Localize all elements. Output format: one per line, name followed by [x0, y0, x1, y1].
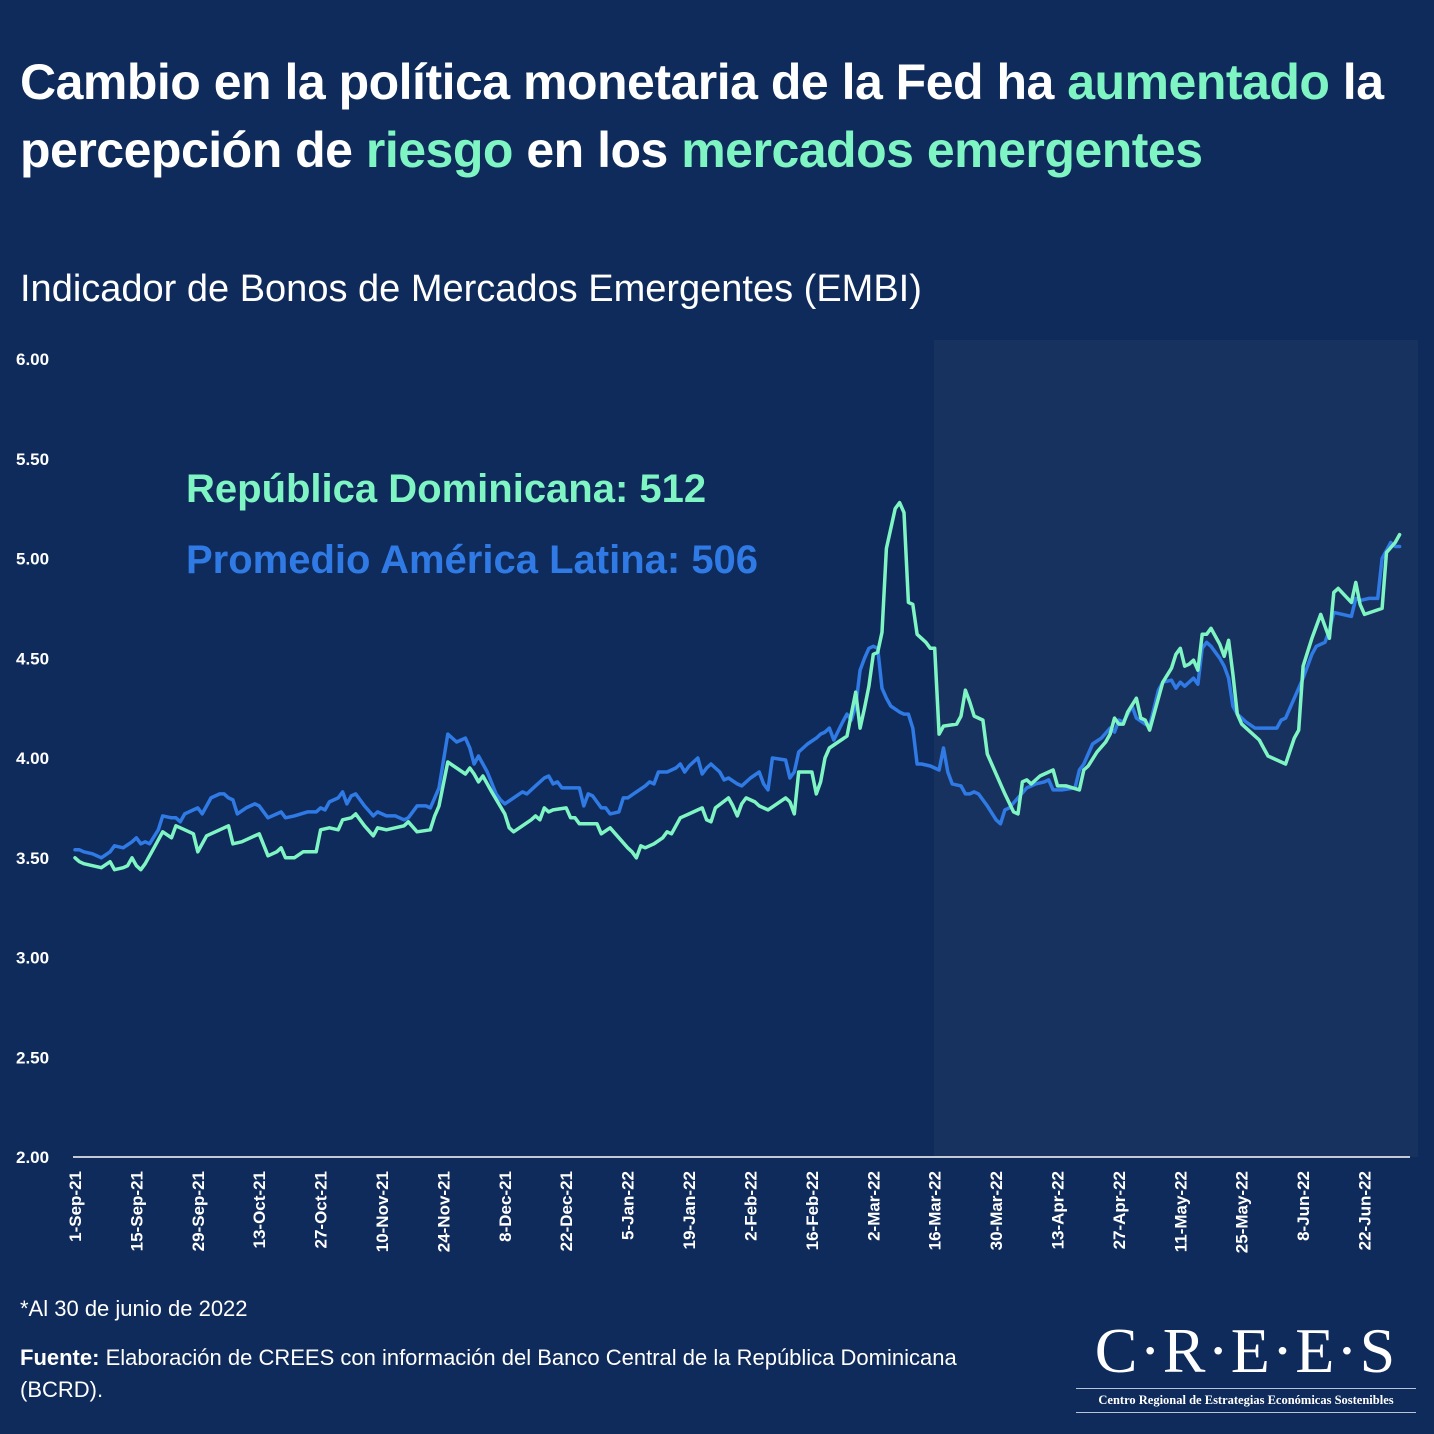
y-tick-label: 6.00 — [16, 350, 49, 369]
title-highlight: riesgo — [365, 122, 514, 178]
source-text: Elaboración de CREES con información del… — [20, 1345, 957, 1402]
x-tick-label: 11-May-22 — [1171, 1171, 1190, 1252]
title-highlight: mercados emergentes — [681, 122, 1203, 178]
x-tick-label: 19-Jan-22 — [680, 1171, 699, 1249]
x-tick-label: 30-Mar-22 — [987, 1171, 1006, 1250]
chart-title: Cambio en la política monetaria de la Fe… — [20, 48, 1400, 184]
y-tick-label: 2.50 — [16, 1048, 49, 1067]
x-tick-label: 27-Apr-22 — [1110, 1171, 1129, 1249]
series-line-latam — [73, 540, 1402, 860]
annotation-dominicana: República Dominicana: 512 — [186, 467, 706, 511]
x-tick-label: 16-Feb-22 — [803, 1171, 822, 1250]
y-tick-label: 3.50 — [16, 849, 49, 868]
y-tick-label: 5.00 — [16, 550, 49, 569]
x-tick-label: 13-Apr-22 — [1048, 1171, 1067, 1249]
crees-logo: C·R·E·E·S Centro Regional de Estrategias… — [1076, 1318, 1416, 1416]
x-tick-label: 8-Dec-21 — [496, 1171, 515, 1242]
source-label: Fuente: — [20, 1345, 100, 1370]
x-tick-label: 22-Dec-21 — [557, 1171, 576, 1251]
x-tick-label: 29-Sep-21 — [189, 1171, 208, 1251]
annotation-latam: Promedio América Latina: 506 — [186, 538, 758, 582]
x-tick-label: 5-Jan-22 — [619, 1171, 638, 1240]
x-tick-label: 15-Sep-21 — [127, 1171, 146, 1251]
y-tick-label: 4.00 — [16, 749, 49, 768]
series-line-dominicana — [73, 500, 1402, 872]
x-tick-label: 2-Feb-22 — [741, 1171, 760, 1241]
y-tick-label: 5.50 — [16, 450, 49, 469]
x-tick-label: 2-Mar-22 — [864, 1171, 883, 1241]
logo-wordmark: C·R·E·E·S — [1094, 1315, 1398, 1386]
logo-tagline: Centro Regional de Estrategias Económica… — [1098, 1393, 1394, 1407]
x-tick-label: 24-Nov-21 — [434, 1171, 453, 1252]
title-text: en los — [512, 122, 682, 178]
x-tick-label: 8-Jun-22 — [1294, 1171, 1313, 1241]
line-chart: 2.00 2.50 3.00 3.50 4.00 4.50 5.00 5.50 6.00 1-S… — [16, 340, 1418, 1253]
source-note: Fuente: Elaboración de CREES con informa… — [20, 1342, 960, 1406]
logo-divider-bottom — [1076, 1412, 1416, 1413]
x-tick-label: 16-Mar-22 — [926, 1171, 945, 1250]
x-tick-label: 22-Jun-22 — [1356, 1171, 1375, 1250]
highlight-region — [933, 340, 1418, 1157]
y-tick-label: 2.00 — [16, 1148, 49, 1167]
footnote: *Al 30 de junio de 2022 — [20, 1296, 248, 1321]
title-text: la percepción de — [20, 54, 1384, 178]
y-axis: 2.00 2.50 3.00 3.50 4.00 4.50 5.00 5.50 6.00 — [16, 350, 49, 1167]
x-tick-label: 27-Oct-21 — [312, 1171, 331, 1248]
x-tick-label: 10-Nov-21 — [373, 1171, 392, 1252]
title-text: Cambio en la política monetaria de la Fe… — [20, 54, 1068, 110]
x-tick-label: 25-May-22 — [1233, 1171, 1252, 1253]
y-tick-label: 3.00 — [16, 949, 49, 968]
y-tick-label: 4.50 — [16, 649, 49, 668]
x-tick-label: 13-Oct-21 — [250, 1171, 269, 1248]
x-tick-label: 1-Sep-21 — [66, 1171, 85, 1242]
chart-subtitle: Indicador de Bonos de Mercados Emergente… — [20, 268, 922, 310]
title-highlight: aumentado — [1067, 54, 1330, 110]
x-axis: 1-Sep-21 15-Sep-21 29-Sep-21 13-Oct-21 27-Oc… — [66, 1171, 1375, 1253]
logo-divider — [1076, 1388, 1416, 1389]
